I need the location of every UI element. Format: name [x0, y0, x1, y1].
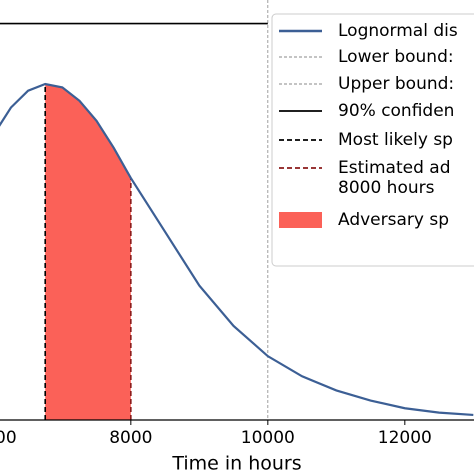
shaded-area	[45, 84, 131, 420]
x-tick-label: 00	[0, 428, 17, 448]
legend-label: Upper bound:	[338, 74, 454, 94]
legend-label: 90% confiden	[338, 101, 454, 121]
x-tick-label: 10000	[241, 428, 295, 448]
legend-label: Estimated ad 8000 hours	[338, 158, 451, 198]
legend-box	[271, 13, 474, 267]
x-tick-label: 12000	[378, 428, 432, 448]
plot-area	[0, 0, 474, 420]
legend: Lognormal dis Lower bound: Upper bound: 90%…	[271, 13, 474, 267]
x-tick-label: 8000	[109, 428, 152, 448]
curve	[0, 82, 474, 417]
legend-label: Lognormal dis	[338, 21, 458, 41]
legend-patch	[279, 212, 322, 228]
legend-label: Lower bound:	[338, 47, 454, 67]
x-axis-label: Time in hours	[171, 453, 301, 474]
x-ticks: 00 8000 10000 12000	[0, 420, 432, 448]
legend-label: Most likely sp	[338, 130, 453, 150]
legend-label: Adversary sp	[338, 210, 449, 230]
